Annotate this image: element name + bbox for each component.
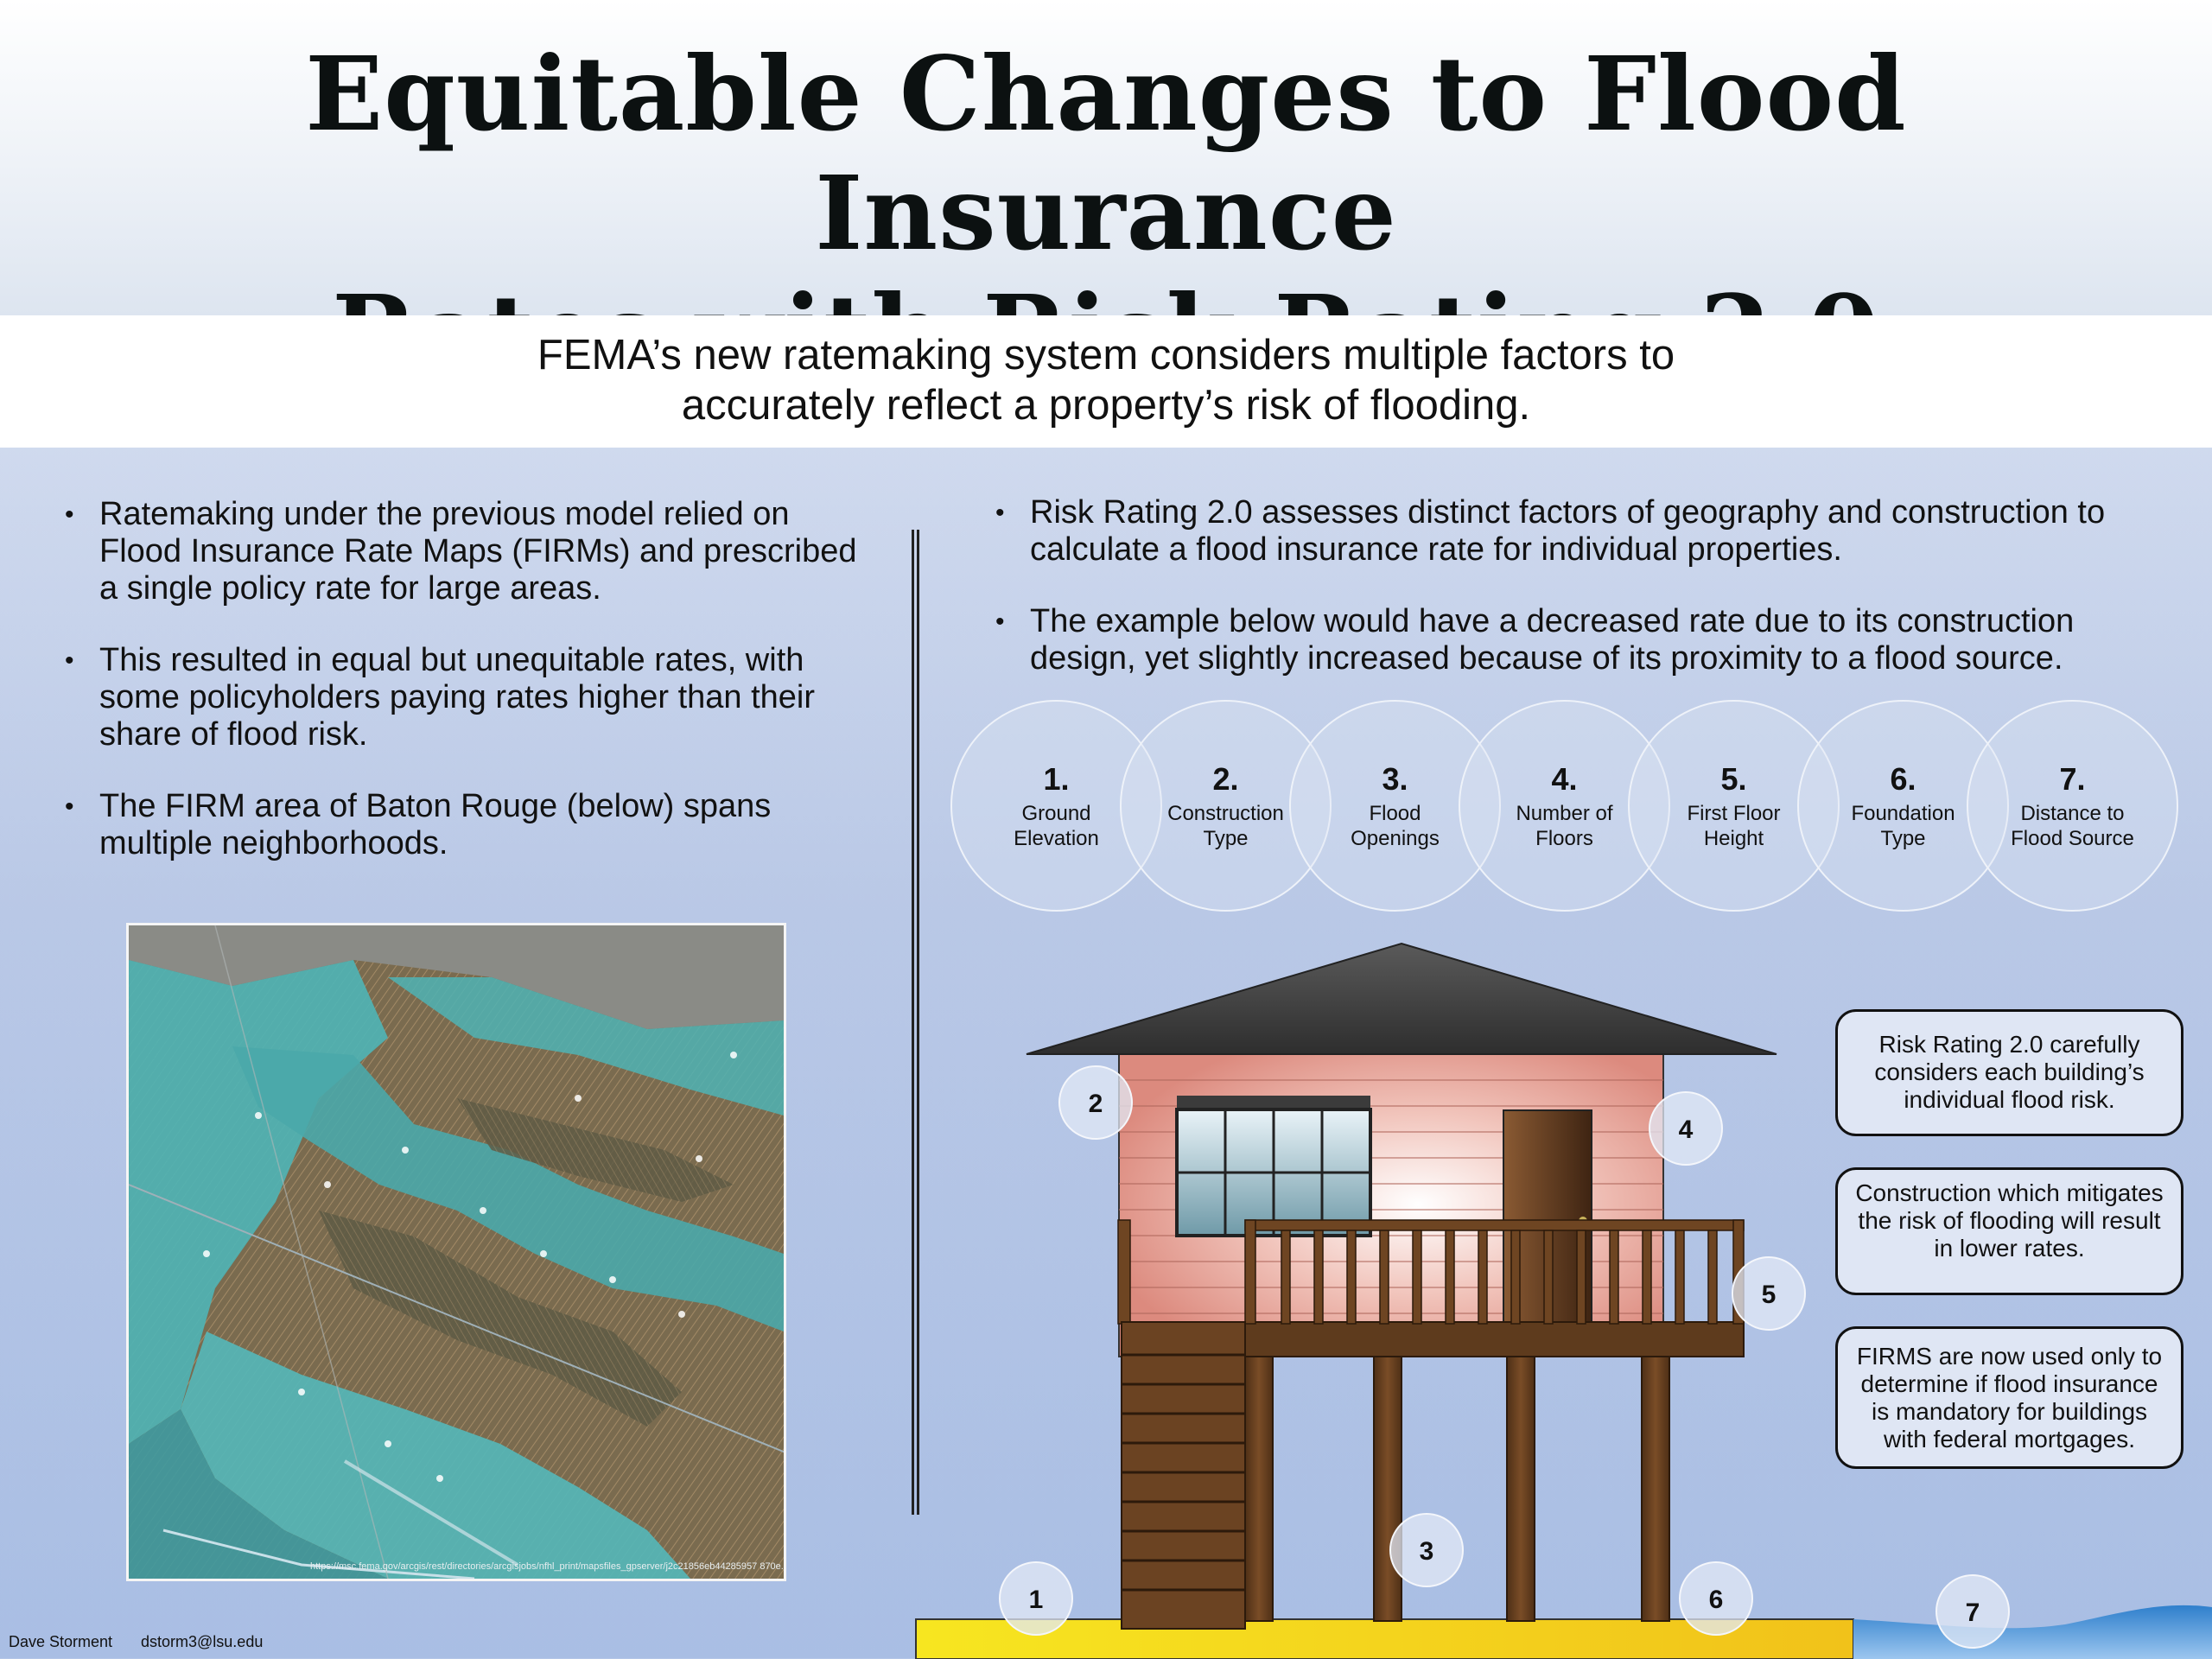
diagram-marker-labels: 1 2 3 4 5 6 7: [1029, 1090, 1980, 1627]
porch-deck: [1244, 1321, 1745, 1357]
firm-map-svg: https://msc.fema.gov/arcgis/rest/directo…: [129, 925, 784, 1579]
water: [1853, 1605, 2212, 1659]
marker-3: [1389, 1513, 1464, 1587]
factor-distance-to-flood-source: 7. Distance to Flood Source: [1967, 700, 2178, 912]
factor-circles: 1. Ground Elevation 2. Construction Type 3…: [950, 700, 2212, 916]
left-bullet-1: Ratemaking under the previous model reli…: [65, 496, 877, 607]
factor-number-of-floors: 4. Number of Floors: [1459, 700, 1670, 912]
marker-5: [1732, 1256, 1806, 1331]
stilts: [1244, 1354, 1670, 1622]
factor-number: 4.: [1551, 761, 1578, 797]
marker-3-label: 3: [1420, 1537, 1434, 1566]
marker-7-label: 7: [1966, 1599, 1980, 1627]
left-bullet-3: The FIRM area of Baton Rouge (below) spa…: [65, 788, 877, 862]
marker-1-label: 1: [1029, 1586, 1044, 1614]
right-bullet-1: Risk Rating 2.0 assesses distinct factor…: [995, 494, 2153, 569]
factor-number: 3.: [1382, 761, 1408, 797]
subtitle-line-1: FEMA’s new ratemaking system considers m…: [537, 332, 1675, 378]
marker-1: [999, 1561, 1073, 1636]
factor-number: 1.: [1043, 761, 1070, 797]
house-roof: [1026, 942, 1777, 1055]
column-divider: [912, 530, 919, 1515]
factor-label: Number of Floors: [1516, 802, 1613, 850]
title-line-1: Equitable Changes to Flood Insurance: [305, 34, 1907, 273]
factor-number: 7.: [2059, 761, 2086, 797]
marker-4-label: 4: [1679, 1116, 1694, 1144]
factor-label: Construction Type: [1167, 802, 1284, 850]
info-box-construction: Construction which mitigates the risk of…: [1835, 1167, 2183, 1295]
subtitle: FEMA’s new ratemaking system considers m…: [0, 330, 2212, 430]
right-bullet-2: The example below would have a decreased…: [995, 603, 2153, 677]
marker-2-label: 2: [1089, 1090, 1103, 1118]
subtitle-line-2: accurately reflect a property’s risk of …: [681, 382, 1531, 429]
diagram-markers: [999, 1065, 2010, 1649]
factor-label: First Floor Height: [1687, 802, 1781, 850]
marker-5-label: 5: [1762, 1281, 1777, 1309]
info-box-risk-rating: Risk Rating 2.0 carefully considers each…: [1835, 1009, 2183, 1136]
window-panes: [1177, 1109, 1370, 1236]
left-bullet-2: This resulted in equal but unequitable r…: [65, 642, 877, 753]
factor-label: Flood Openings: [1351, 802, 1440, 850]
title-band: [0, 0, 2212, 315]
right-bullet-list: Risk Rating 2.0 assesses distinct factor…: [995, 494, 2153, 712]
factor-label: Distance to Flood Source: [2011, 802, 2134, 850]
author-email[interactable]: dstorm3@lsu.edu: [141, 1633, 264, 1650]
factor-number: 2.: [1212, 761, 1239, 797]
factor-number: 6.: [1890, 761, 1916, 797]
left-bullet-list: Ratemaking under the previous model reli…: [65, 496, 877, 897]
window-awning: [1177, 1096, 1370, 1109]
info-box-firms: FIRMS are now used only to determine if …: [1835, 1326, 2183, 1469]
subtitle-band: [0, 315, 2212, 448]
factor-label: Foundation Type: [1851, 802, 1955, 850]
factor-number: 5.: [1720, 761, 1747, 797]
marker-6-label: 6: [1709, 1586, 1724, 1614]
marker-2: [1058, 1065, 1133, 1140]
marker-7: [1936, 1574, 2010, 1649]
marker-4: [1649, 1091, 1723, 1166]
factor-label: Ground Elevation: [1014, 802, 1099, 850]
marker-6: [1679, 1561, 1753, 1636]
staircase: [1121, 1321, 1246, 1630]
firm-map-image: https://msc.fema.gov/arcgis/rest/directo…: [126, 923, 786, 1581]
map-url-caption: https://msc.fema.gov/arcgis/rest/directo…: [310, 1561, 784, 1572]
author-name: Dave Storment: [9, 1633, 113, 1650]
stair-steps: [1122, 1353, 1245, 1592]
